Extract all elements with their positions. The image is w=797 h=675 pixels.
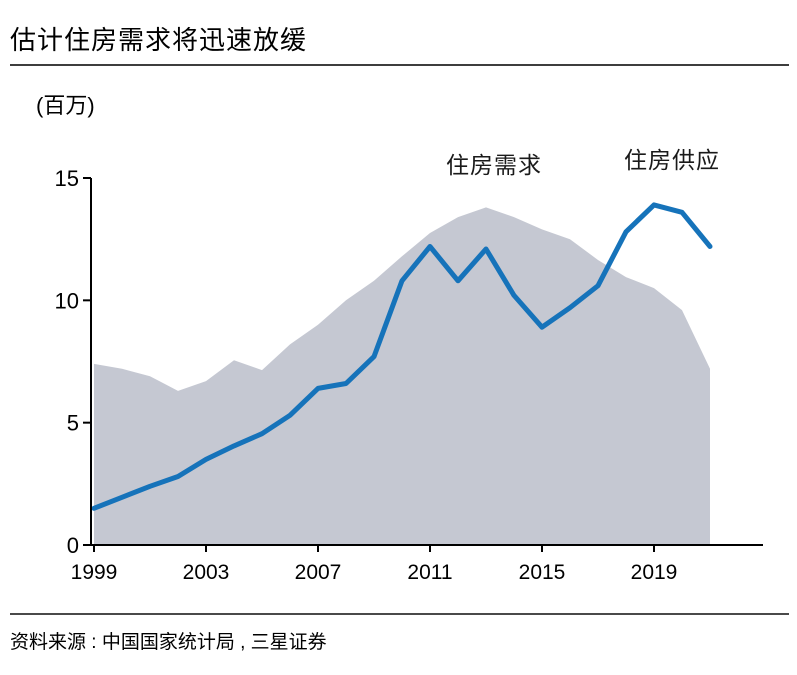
housing-supply-area <box>94 207 710 545</box>
legend-housing-supply: 住房供应 <box>624 147 720 173</box>
y-tick-label: 0 <box>67 533 79 558</box>
y-tick-label: 5 <box>67 411 79 436</box>
footer-divider <box>10 613 789 615</box>
axis-tick-labels: 0 5 10 15 1999 2003 2007 2011 2015 2019 <box>55 166 678 584</box>
housing-supply-area-shape <box>94 207 710 545</box>
y-tick-label: 15 <box>55 166 79 191</box>
axis-ticks <box>83 176 655 552</box>
axes <box>90 177 763 546</box>
x-tick-label: 2011 <box>407 561 452 584</box>
source-text: 资料来源 : 中国国家统计局 , 三星证券 <box>10 632 327 653</box>
x-tick-label: 2007 <box>295 561 342 584</box>
title-divider <box>10 64 789 66</box>
y-tick-label: 10 <box>55 288 79 313</box>
legend-housing-demand: 住房需求 <box>446 152 542 178</box>
housing-demand-line-shape <box>91 202 713 511</box>
x-tick-label: 2015 <box>519 561 566 584</box>
housing-demand-line <box>91 202 713 511</box>
x-tick-label: 1999 <box>71 561 118 584</box>
y-axis-unit-label: (百万) <box>36 93 95 118</box>
x-tick-label: 2019 <box>631 561 678 584</box>
x-tick-label: 2003 <box>183 561 230 584</box>
chart-title: 估计住房需求将迅速放缓 <box>10 25 308 55</box>
